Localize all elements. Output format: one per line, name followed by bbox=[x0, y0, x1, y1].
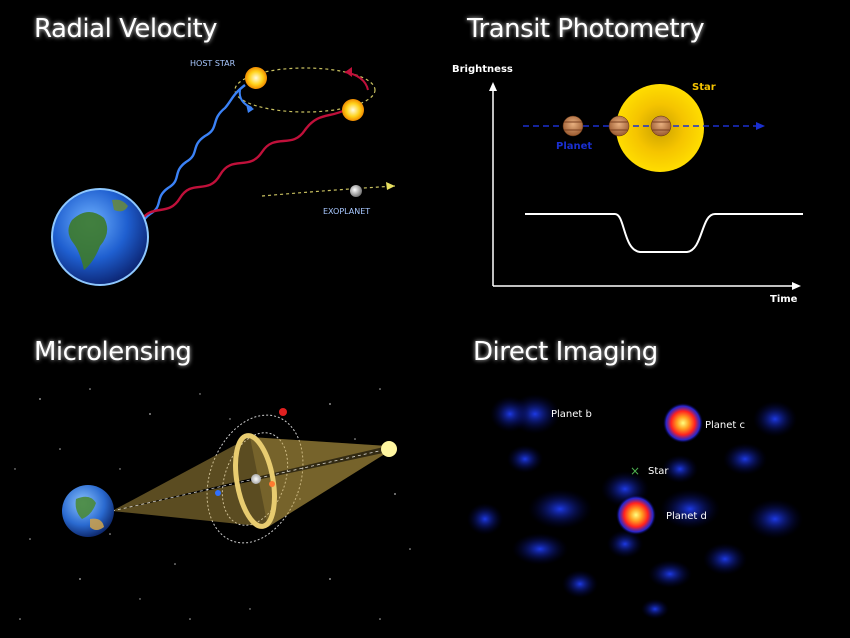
lens-star-icon bbox=[251, 474, 261, 484]
light-beam-lower bbox=[112, 452, 388, 527]
radial-velocity-diagram: HOST STAR EXOPLANET bbox=[51, 59, 396, 286]
microlensing-diagram bbox=[14, 388, 411, 620]
planet-c-spot bbox=[663, 403, 703, 443]
host-star-icon bbox=[245, 67, 267, 89]
microlensing-panel: Microlensing bbox=[0, 319, 425, 638]
transit-photometry-panel: Transit Photometry Brightness Time Star bbox=[425, 0, 850, 319]
time-axis-label: Time bbox=[770, 294, 798, 305]
star-label: Star bbox=[692, 82, 716, 93]
direct-imaging-title: Direct Imaging bbox=[473, 337, 658, 367]
host-star-icon-moved bbox=[342, 99, 364, 121]
radial-velocity-panel: Radial Velocity bbox=[0, 0, 425, 319]
planet-label: Planet bbox=[556, 141, 592, 152]
lens-planet-icon bbox=[269, 481, 275, 487]
star-marker-icon: × bbox=[630, 464, 640, 478]
transit-photometry-diagram: Brightness Time Star Planet bbox=[452, 64, 803, 305]
einstein-ring bbox=[233, 433, 277, 529]
source-star-icon bbox=[381, 441, 397, 457]
planet-orbit bbox=[261, 185, 396, 197]
star-orbit bbox=[234, 67, 376, 113]
radial-velocity-title: Radial Velocity bbox=[34, 14, 218, 44]
host-star-label: HOST STAR bbox=[190, 59, 236, 68]
direct-imaging-panel: Direct Imaging bbox=[425, 319, 850, 638]
exoplanet-icon bbox=[350, 185, 362, 197]
direct-imaging-diagram: × Star Planet b Planet c Planet d bbox=[467, 394, 803, 619]
planet-b-label: Planet b bbox=[551, 409, 592, 420]
planet-icon bbox=[608, 115, 630, 137]
lens-orbit-outer bbox=[206, 414, 304, 544]
microlensing-title: Microlensing bbox=[34, 337, 192, 367]
planet-icon bbox=[562, 115, 584, 137]
brightness-axis-label: Brightness bbox=[452, 64, 513, 75]
exoplanet-label: EXOPLANET bbox=[323, 207, 370, 216]
light-curve bbox=[525, 213, 803, 253]
transit-photometry-title: Transit Photometry bbox=[467, 14, 705, 44]
planet-d-spot bbox=[616, 495, 656, 535]
planet-icon bbox=[650, 115, 672, 137]
lens-planet-icon bbox=[215, 490, 221, 496]
light-beam-upper bbox=[112, 437, 388, 511]
planet-c-label: Planet c bbox=[705, 420, 745, 431]
star-label: Star bbox=[648, 466, 669, 477]
lens-planet-icon bbox=[279, 408, 287, 416]
star-field bbox=[14, 388, 411, 620]
planet-d-label: Planet d bbox=[666, 511, 707, 522]
speckle-field bbox=[467, 394, 803, 619]
